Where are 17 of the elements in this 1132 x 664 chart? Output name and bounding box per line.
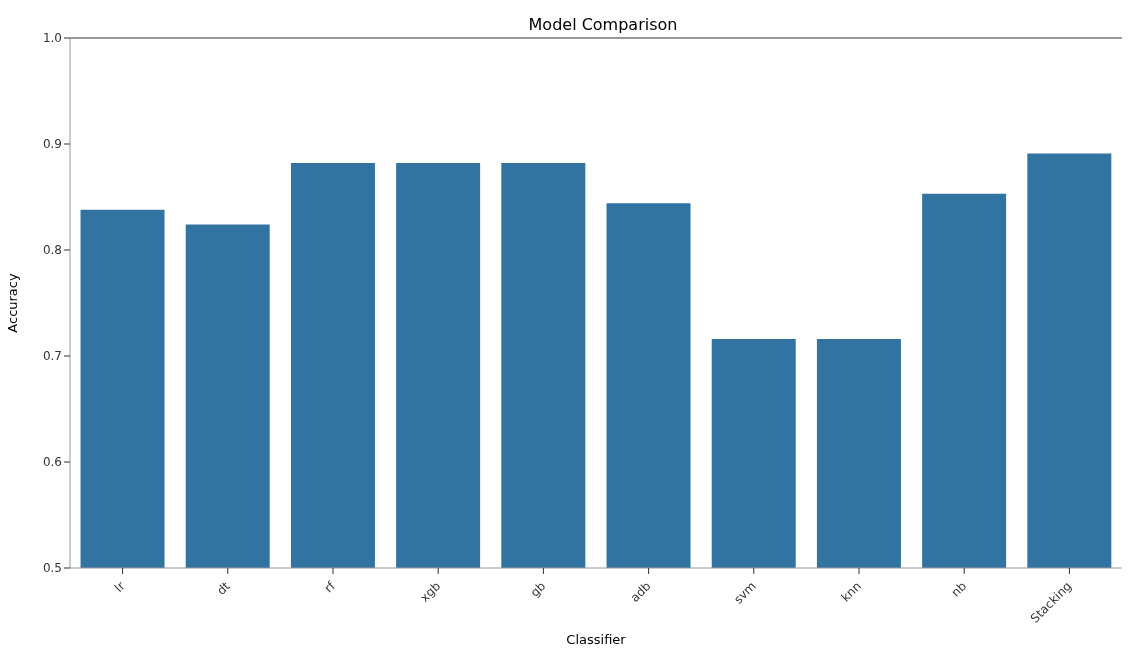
- y-axis-title: Accuracy: [4, 273, 20, 333]
- y-tick-label: 0.8: [42, 243, 62, 258]
- x-tick-label: adb: [627, 579, 654, 605]
- x-tick-label: nb: [948, 579, 970, 600]
- x-tick-label: gb: [527, 579, 549, 600]
- x-tick-label: xgb: [417, 579, 444, 605]
- x-tick-label: dt: [214, 578, 233, 598]
- chart-title: Model Comparison: [528, 15, 678, 34]
- y-tick-label: 1.0: [42, 31, 62, 46]
- y-tick-label: 0.6: [42, 455, 62, 470]
- y-tick-label: 0.5: [42, 561, 62, 576]
- x-tick-label: rf: [321, 578, 339, 596]
- x-tick-label: lr: [111, 579, 128, 595]
- x-tick-label: knn: [838, 579, 864, 605]
- y-tick-label: 0.7: [42, 349, 62, 364]
- x-axis-title: Classifier: [566, 632, 627, 647]
- y-tick-label: 0.9: [42, 137, 62, 152]
